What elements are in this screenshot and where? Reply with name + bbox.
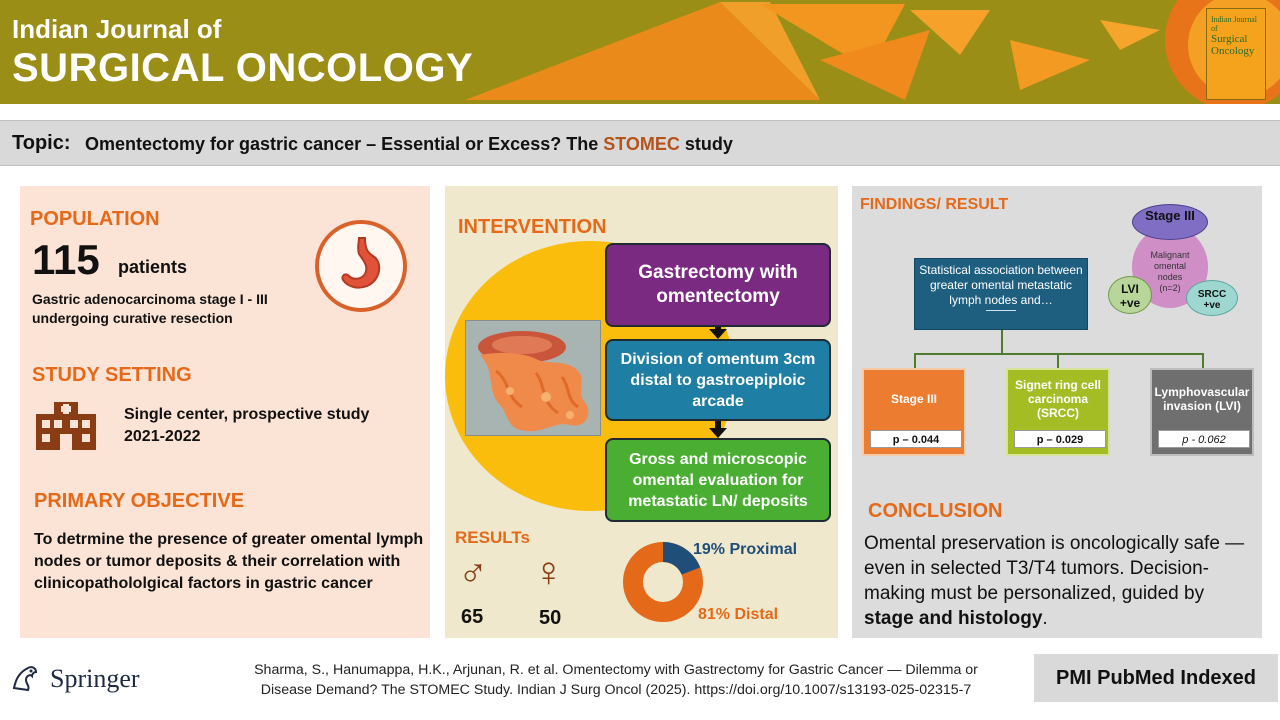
pubmed-indexed-badge: PMI PubMed Indexed [1034,654,1278,702]
distal-text: Distal [734,606,779,623]
journal-cover-thumbnail: Indian Journal of Surgical Oncology [1206,8,1266,100]
stomach-icon [315,220,407,312]
venn-lvi-line2: +ve [1119,296,1141,310]
springer-logo-text: Springer [50,664,140,693]
venn-lvi-line1: LVI [1121,282,1139,296]
hospital-icon [34,396,98,452]
venn-center-line4: (n=2) [1159,283,1181,293]
factor-srcc: Signet ring cell carcinoma (SRCC) p – 0.… [1006,368,1110,456]
cover-line1: Indian Journal of [1211,15,1257,33]
female-icon: ♀ [533,548,565,595]
factor-lvi-name: Lymphovascular invasion (LVI) [1154,385,1250,413]
conclusion-bold: stage and histology [864,608,1043,629]
venn-center-line3: nodes [1157,272,1183,282]
venn-stage-iii: Stage III [1132,204,1208,240]
conclusion-text: Omental preservation is oncologically sa… [864,531,1254,631]
connector-horizontal [914,353,1204,355]
association-underline [986,310,1016,311]
study-setting-line1: Single center, prospective study [124,406,370,423]
association-text: Statistical association between greater … [919,263,1083,307]
factor-lvi: Lymphovascular invasion (LVI) p - 0.062 [1150,368,1254,456]
results-title: RESULTs [455,528,530,547]
connector-middle [1057,353,1059,368]
topic-label: Topic: [12,132,71,154]
intervention-panel: INTERVENTION Gastrectomy with omentectom… [445,186,838,638]
factor-srcc-name: Signet ring cell carcinoma (SRCC) [1014,378,1101,420]
study-setting-line2: 2021-2022 [124,428,201,445]
female-count: 50 [539,607,562,629]
topic-text-after: study [679,134,733,154]
omentum-specimen-image [465,320,601,436]
factor-srcc-pvalue: p – 0.029 [1014,430,1106,448]
conclusion-title: CONCLUSION [868,500,1003,522]
population-panel: POPULATION 115 patients Gastric adenocar… [20,186,430,638]
intervention-step-3: Gross and microscopic omental evaluation… [605,438,831,522]
intervention-step-1: Gastrectomy with omentectomy [605,243,831,327]
journal-title-line1: Indian Journal of [12,14,222,44]
objective-text: To detrmine the presence of greater omen… [34,531,424,592]
location-donut-chart [623,542,703,622]
findings-title: FINDINGS/ RESULT [860,196,1009,213]
intervention-step-2: Division of omentum 3cm distal to gastro… [605,339,831,421]
citation: Sharma, S., Hanumappa, H.K., Arjunan, R.… [206,660,1026,700]
venn-srcc: SRCC +ve [1186,280,1238,316]
flow-arrow-2-shaft [715,421,721,429]
donut-proximal-segment [623,542,703,622]
male-count: 65 [461,606,484,628]
distal-percent: 81% [698,606,731,623]
flow-arrow-1 [709,329,727,339]
topic-highlight: STOMEC [603,134,680,154]
topic-text-before: Omentectomy for gastric cancer – Essenti… [85,134,604,154]
intervention-title: INTERVENTION [458,216,607,238]
venn-center-line2: omental [1153,261,1187,271]
factor-lvi-pvalue: p - 0.062 [1158,430,1250,448]
male-icon: ♂ [458,550,488,594]
factor-stage-iii-name: Stage III [890,392,937,406]
proximal-percent: 19% [693,541,726,558]
journal-header: Indian Journal of SURGICAL ONCOLOGY Indi… [0,0,1280,104]
proximal-text: Proximal [729,541,798,558]
patient-unit: patients [118,257,188,277]
connector-right [1202,353,1204,368]
objective-title: PRIMARY OBJECTIVE [34,490,245,512]
association-box: Statistical association between greater … [914,258,1088,330]
venn-srcc-line1: SRCC [1197,289,1227,300]
factor-stage-iii-pvalue: p – 0.044 [870,430,962,448]
springer-horse-icon [12,666,38,692]
citation-line2: Disease Demand? The STOMEC Study. Indian… [260,682,972,698]
journal-title-line2: SURGICAL ONCOLOGY [12,46,474,90]
study-setting-text: Single center, prospective study 2021-20… [124,404,424,448]
patient-count: 115 [32,236,100,283]
conclusion-text-after: . [1042,608,1048,629]
proximal-label: 19% Proximal [693,541,797,559]
citation-line1: Sharma, S., Hanumappa, H.K., Arjunan, R.… [254,662,978,678]
conclusion-text-before: Omental preservation is oncologically sa… [864,533,1245,604]
venn-lvi: LVI +ve [1108,276,1152,314]
topic-bar: Topic: Omentectomy for gastric cancer – … [0,120,1280,166]
findings-panel: FINDINGS/ RESULT Statistical association… [852,186,1262,638]
venn-srcc-line2: +ve [1203,300,1221,311]
cover-line2: Surgical [1211,33,1248,45]
connector-left [914,353,916,368]
flow-arrow-2 [709,428,727,438]
population-title: POPULATION [30,208,160,230]
study-setting-title: STUDY SETTING [32,364,192,386]
connector-vertical [1001,330,1003,354]
factor-stage-iii: Stage III p – 0.044 [862,368,966,456]
venn-center-line1: Malignant [1150,250,1190,260]
population-description: Gastric adenocarcinoma stage I - III und… [32,291,268,326]
topic-text: Omentectomy for gastric cancer – Essenti… [85,134,733,155]
cover-line3: Oncology [1211,45,1255,57]
distal-label: 81% Distal [698,606,778,624]
